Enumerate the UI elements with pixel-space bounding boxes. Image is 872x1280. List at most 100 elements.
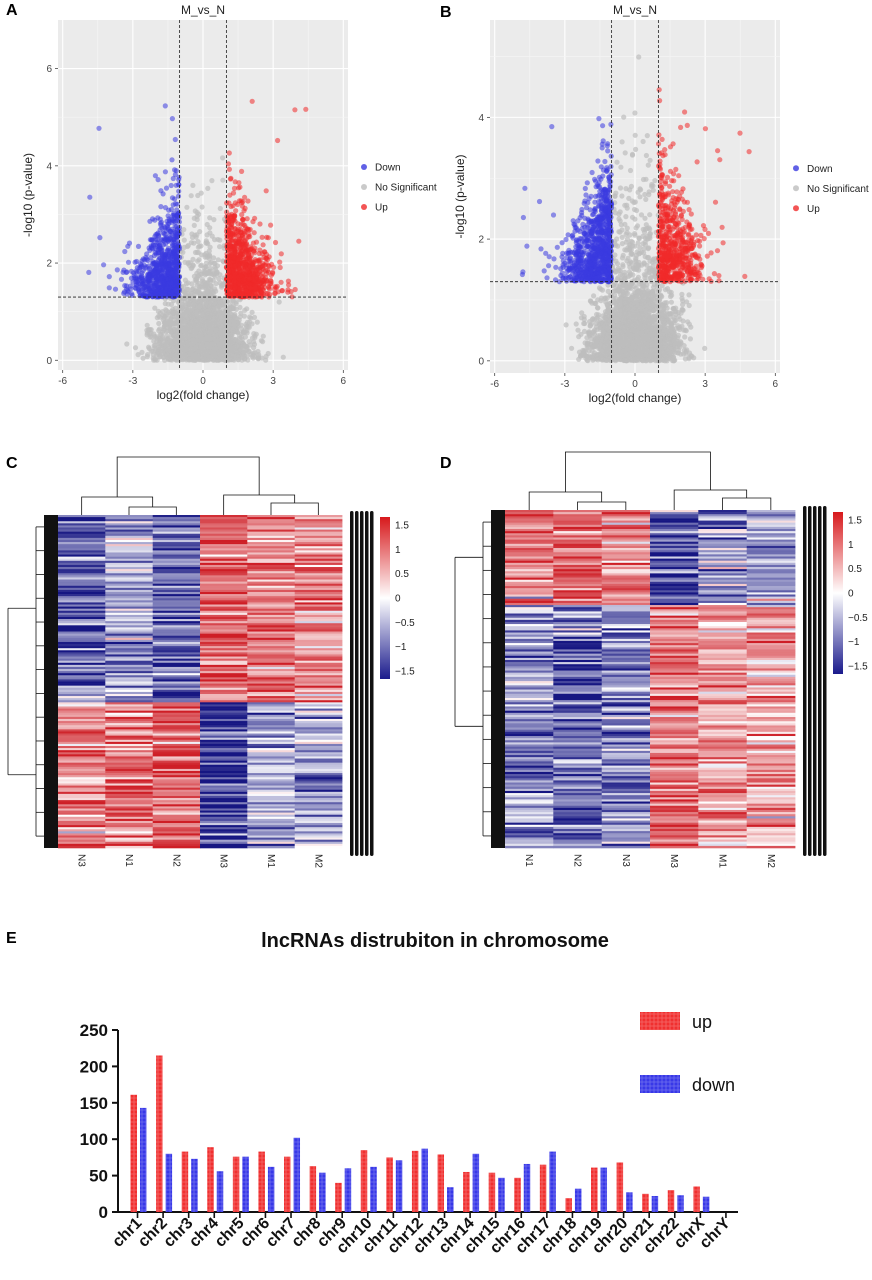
up-point	[251, 248, 257, 254]
down-point	[132, 285, 138, 291]
up-point	[237, 273, 243, 279]
ns-point	[182, 277, 188, 283]
ns-point	[217, 299, 223, 306]
down-point	[155, 215, 161, 221]
up-point	[248, 285, 254, 291]
up-point	[239, 232, 245, 238]
down-point	[118, 276, 125, 282]
ns-point	[199, 276, 205, 282]
legend-label: Up	[375, 203, 388, 214]
up-point	[263, 267, 269, 273]
ns-point	[198, 243, 204, 249]
y-axis-label: -log10 (p-value)	[21, 153, 35, 237]
ns-point	[212, 237, 218, 243]
ns-point	[179, 335, 186, 341]
up-point	[241, 277, 247, 283]
ns-point	[170, 310, 176, 316]
up-point	[239, 168, 245, 174]
up-point	[247, 276, 253, 282]
down-point	[134, 258, 140, 265]
up-point	[226, 166, 232, 172]
ns-point	[180, 351, 186, 357]
down-point	[87, 194, 93, 200]
down-point	[163, 236, 169, 242]
up-point	[259, 234, 265, 240]
down-point	[114, 267, 120, 273]
down-point	[147, 265, 153, 271]
down-point	[176, 182, 182, 188]
x-tick-label: -3	[128, 376, 137, 387]
ns-point	[260, 333, 266, 339]
up-point	[226, 269, 232, 275]
ns-point	[240, 329, 246, 335]
down-point	[156, 267, 162, 274]
ns-point	[211, 217, 217, 223]
ns-point	[198, 327, 204, 333]
down-point	[172, 172, 178, 178]
ns-point	[619, 193, 625, 199]
ns-point	[214, 321, 220, 327]
down-point	[139, 287, 145, 294]
down-point	[97, 235, 103, 241]
up-point	[277, 264, 283, 271]
ns-point	[226, 335, 232, 341]
up-point	[265, 291, 271, 297]
ns-point	[188, 193, 194, 199]
ns-point	[220, 155, 226, 161]
ns-point	[224, 326, 230, 332]
up-point	[270, 270, 276, 276]
ns-point	[249, 309, 255, 315]
up-point	[246, 227, 252, 233]
ns-point	[220, 177, 226, 183]
ns-point	[219, 335, 225, 341]
up-point	[252, 215, 258, 221]
down-point	[142, 257, 148, 263]
ns-point	[232, 314, 238, 320]
up-point	[292, 107, 298, 113]
down-point	[134, 265, 140, 271]
down-point	[155, 230, 161, 236]
scatter-points	[86, 98, 309, 363]
ns-point	[206, 356, 213, 362]
down-point	[174, 227, 180, 233]
ns-point	[192, 208, 198, 214]
up-point	[233, 208, 239, 214]
up-point	[236, 238, 242, 244]
ns-point	[217, 330, 224, 336]
ns-point	[211, 255, 217, 261]
ns-point	[199, 204, 205, 210]
down-point	[162, 205, 169, 211]
ns-point	[157, 348, 164, 354]
ns-point	[241, 350, 247, 356]
down-point	[176, 188, 182, 194]
ns-point	[211, 315, 218, 322]
down-point	[175, 241, 181, 247]
up-point	[244, 216, 250, 222]
ns-point	[181, 244, 187, 250]
down-point	[174, 254, 180, 261]
ns-point	[189, 281, 195, 287]
ns-point	[251, 353, 257, 359]
ns-point	[229, 298, 235, 304]
up-point	[249, 98, 255, 104]
up-point	[228, 293, 234, 299]
ns-point	[183, 291, 189, 297]
down-point	[171, 214, 177, 220]
ns-point	[182, 259, 188, 265]
down-point	[144, 251, 150, 257]
up-point	[261, 280, 267, 286]
down-point	[169, 157, 175, 163]
up-point	[263, 255, 269, 262]
ns-point	[150, 348, 156, 354]
down-point	[173, 279, 179, 285]
ns-point	[124, 341, 130, 347]
ns-point	[167, 339, 173, 345]
ns-point	[156, 327, 162, 334]
down-point	[168, 182, 174, 189]
up-point	[266, 263, 272, 269]
up-point	[227, 243, 233, 249]
down-point	[162, 272, 168, 278]
ns-point	[207, 215, 213, 221]
ns-point	[217, 244, 223, 250]
down-point	[164, 223, 170, 229]
